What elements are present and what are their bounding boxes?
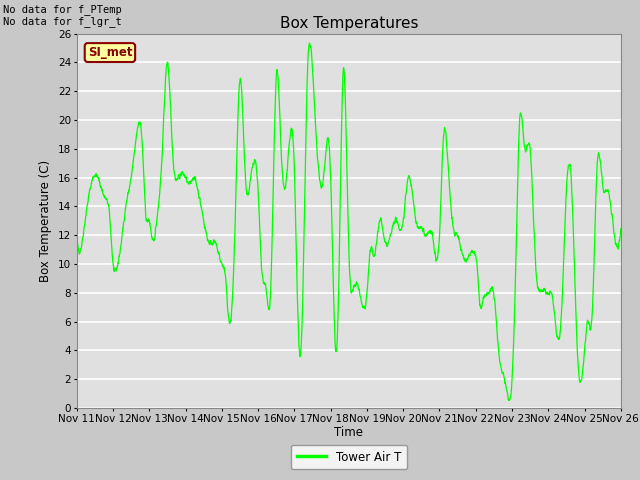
Text: No data for f_lgr_t: No data for f_lgr_t (3, 16, 122, 27)
Legend: Tower Air T: Tower Air T (291, 444, 407, 469)
Text: SI_met: SI_met (88, 46, 132, 59)
X-axis label: Time: Time (334, 426, 364, 439)
Title: Box Temperatures: Box Temperatures (280, 16, 418, 31)
Y-axis label: Box Temperature (C): Box Temperature (C) (40, 160, 52, 282)
Text: No data for f_PTemp: No data for f_PTemp (3, 4, 122, 15)
